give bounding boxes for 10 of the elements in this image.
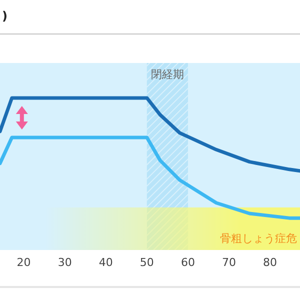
band-label: 骨粗しょう症危 — [220, 232, 297, 245]
x-tick-label: 60 — [180, 256, 195, 269]
x-tick-label: 70 — [222, 256, 236, 269]
band-label: 閉経期 — [150, 68, 184, 81]
x-tick-label: 20 — [16, 256, 31, 269]
x-tick-label: 80 — [263, 256, 278, 269]
x-tick-label: 30 — [58, 256, 72, 269]
chart-title: ) — [2, 9, 8, 23]
x-tick-label: 40 — [98, 256, 113, 269]
x-tick-label: 50 — [140, 256, 154, 269]
